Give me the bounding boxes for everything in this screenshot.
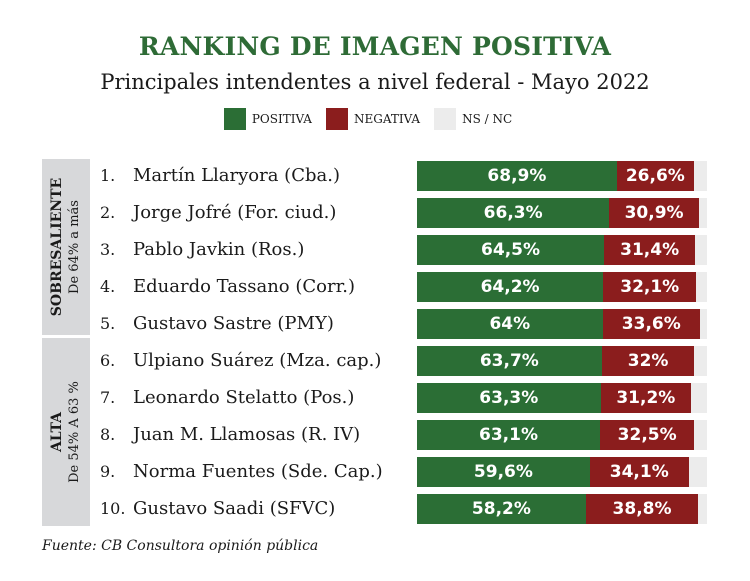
bar-negativa: 38,8% bbox=[585, 494, 699, 524]
chart-subtitle: Principales intendentes a nivel federal … bbox=[100, 70, 650, 94]
bar-nsnc: 63,3% 31,2% bbox=[417, 383, 707, 413]
legend-label-positiva: POSITIVA bbox=[251, 112, 312, 126]
legend-swatch-negativa bbox=[325, 108, 348, 130]
bar-positiva: 63,7% bbox=[417, 346, 602, 376]
table-row: 4. Eduardo Tassano (Corr.) 64,2% 32,1% bbox=[0, 272, 750, 302]
bar-positiva: 64% bbox=[417, 309, 603, 339]
bar-negativa: 26,6% bbox=[616, 161, 694, 191]
bar-negativa: 31,2% bbox=[600, 383, 692, 413]
table-row: 9. Norma Fuentes (Sde. Cap.) 59,6% 34,1% bbox=[0, 457, 750, 487]
mayor-name: Pablo Javkin (Ros.) bbox=[133, 239, 305, 260]
table-row: 1. Martín Llaryora (Cba.) 68,9% 26,6% bbox=[0, 161, 750, 191]
legend-item-nsnc: NS / NC bbox=[434, 108, 512, 130]
mayor-name: Juan M. Llamosas (R. IV) bbox=[133, 424, 361, 445]
mayor-name: Jorge Jofré (For. ciud.) bbox=[133, 202, 337, 223]
bar-positiva: 59,6% bbox=[417, 457, 590, 487]
table-row: 8. Juan M. Llamosas (R. IV) 63,1% 32,5% bbox=[0, 420, 750, 450]
bar-negativa: 32,5% bbox=[600, 420, 695, 450]
bar-negativa: 34,1% bbox=[589, 457, 689, 487]
bar-positiva: 63,1% bbox=[417, 420, 600, 450]
legend-item-negativa: NEGATIVA bbox=[325, 108, 421, 130]
bar-nsnc: 66,3% 30,9% bbox=[417, 198, 707, 228]
table-row: 5. Gustavo Sastre (PMY) 64% 33,6% bbox=[0, 309, 750, 339]
bar-positiva: 66,3% bbox=[417, 198, 610, 228]
bar-positiva: 64,2% bbox=[417, 272, 604, 302]
bar-negativa: 33,6% bbox=[602, 309, 700, 339]
bar-negativa: 32,1% bbox=[603, 272, 697, 302]
bar-positiva: 63,3% bbox=[417, 383, 601, 413]
bar-nsnc: 64,2% 32,1% bbox=[417, 272, 707, 302]
mayor-name: Norma Fuentes (Sde. Cap.) bbox=[133, 461, 383, 482]
rank-number: 6. bbox=[100, 351, 116, 370]
bar-nsnc: 64% 33,6% bbox=[417, 309, 707, 339]
bar-nsnc: 64,5% 31,4% bbox=[417, 235, 707, 265]
legend-label-negativa: NEGATIVA bbox=[353, 112, 421, 126]
chart-title: RANKING DE IMAGEN POSITIVA bbox=[138, 32, 612, 61]
bar-negativa: 31,4% bbox=[604, 235, 696, 265]
group-band-sobresaliente: SOBRESALIENTE De 64% a más bbox=[42, 159, 90, 335]
table-row: 6. Ulpiano Suárez (Mza. cap.) 63,7% 32% bbox=[0, 346, 750, 376]
mayor-name: Leonardo Stelatto (Pos.) bbox=[133, 387, 355, 408]
bar-nsnc: 68,9% 26,6% bbox=[417, 161, 707, 191]
legend-swatch-nsnc bbox=[434, 108, 457, 130]
legend-swatch-positiva bbox=[223, 108, 246, 130]
bar-positiva: 68,9% bbox=[417, 161, 617, 191]
rank-number: 1. bbox=[100, 166, 116, 185]
rank-number: 10. bbox=[100, 499, 126, 518]
table-row: 2. Jorge Jofré (For. ciud.) 66,3% 30,9% bbox=[0, 198, 750, 228]
source-note: Fuente: CB Consultora opinión pública bbox=[42, 538, 319, 554]
legend: POSITIVA NEGATIVA NS / NC bbox=[0, 108, 750, 130]
bar-positiva: 64,5% bbox=[417, 235, 605, 265]
rank-number: 5. bbox=[100, 314, 116, 333]
rank-number: 4. bbox=[100, 277, 116, 296]
mayor-name: Gustavo Sastre (PMY) bbox=[133, 313, 334, 334]
bar-negativa: 30,9% bbox=[609, 198, 699, 228]
table-row: 10. Gustavo Saadi (SFVC) 58,2% 38,8% bbox=[0, 494, 750, 524]
legend-item-positiva: POSITIVA bbox=[223, 108, 312, 130]
mayor-name: Gustavo Saadi (SFVC) bbox=[133, 498, 336, 519]
rank-number: 2. bbox=[100, 203, 116, 222]
bar-nsnc: 59,6% 34,1% bbox=[417, 457, 707, 487]
table-row: 3. Pablo Javkin (Ros.) 64,5% 31,4% bbox=[0, 235, 750, 265]
group-band-alta: ALTA De 54% A 63 % bbox=[42, 338, 90, 526]
rank-number: 7. bbox=[100, 388, 116, 407]
legend-label-nsnc: NS / NC bbox=[462, 112, 513, 126]
bar-positiva: 58,2% bbox=[417, 494, 586, 524]
rank-number: 9. bbox=[100, 462, 116, 481]
mayor-name: Ulpiano Suárez (Mza. cap.) bbox=[133, 350, 382, 371]
rank-number: 8. bbox=[100, 425, 116, 444]
table-row: 7. Leonardo Stelatto (Pos.) 63,3% 31,2% bbox=[0, 383, 750, 413]
rank-number: 3. bbox=[100, 240, 116, 259]
bar-nsnc: 63,7% 32% bbox=[417, 346, 707, 376]
mayor-name: Martín Llaryora (Cba.) bbox=[133, 165, 340, 186]
bar-nsnc: 58,2% 38,8% bbox=[417, 494, 707, 524]
bar-negativa: 32% bbox=[601, 346, 695, 376]
bar-nsnc: 63,1% 32,5% bbox=[417, 420, 707, 450]
mayor-name: Eduardo Tassano (Corr.) bbox=[133, 276, 355, 297]
